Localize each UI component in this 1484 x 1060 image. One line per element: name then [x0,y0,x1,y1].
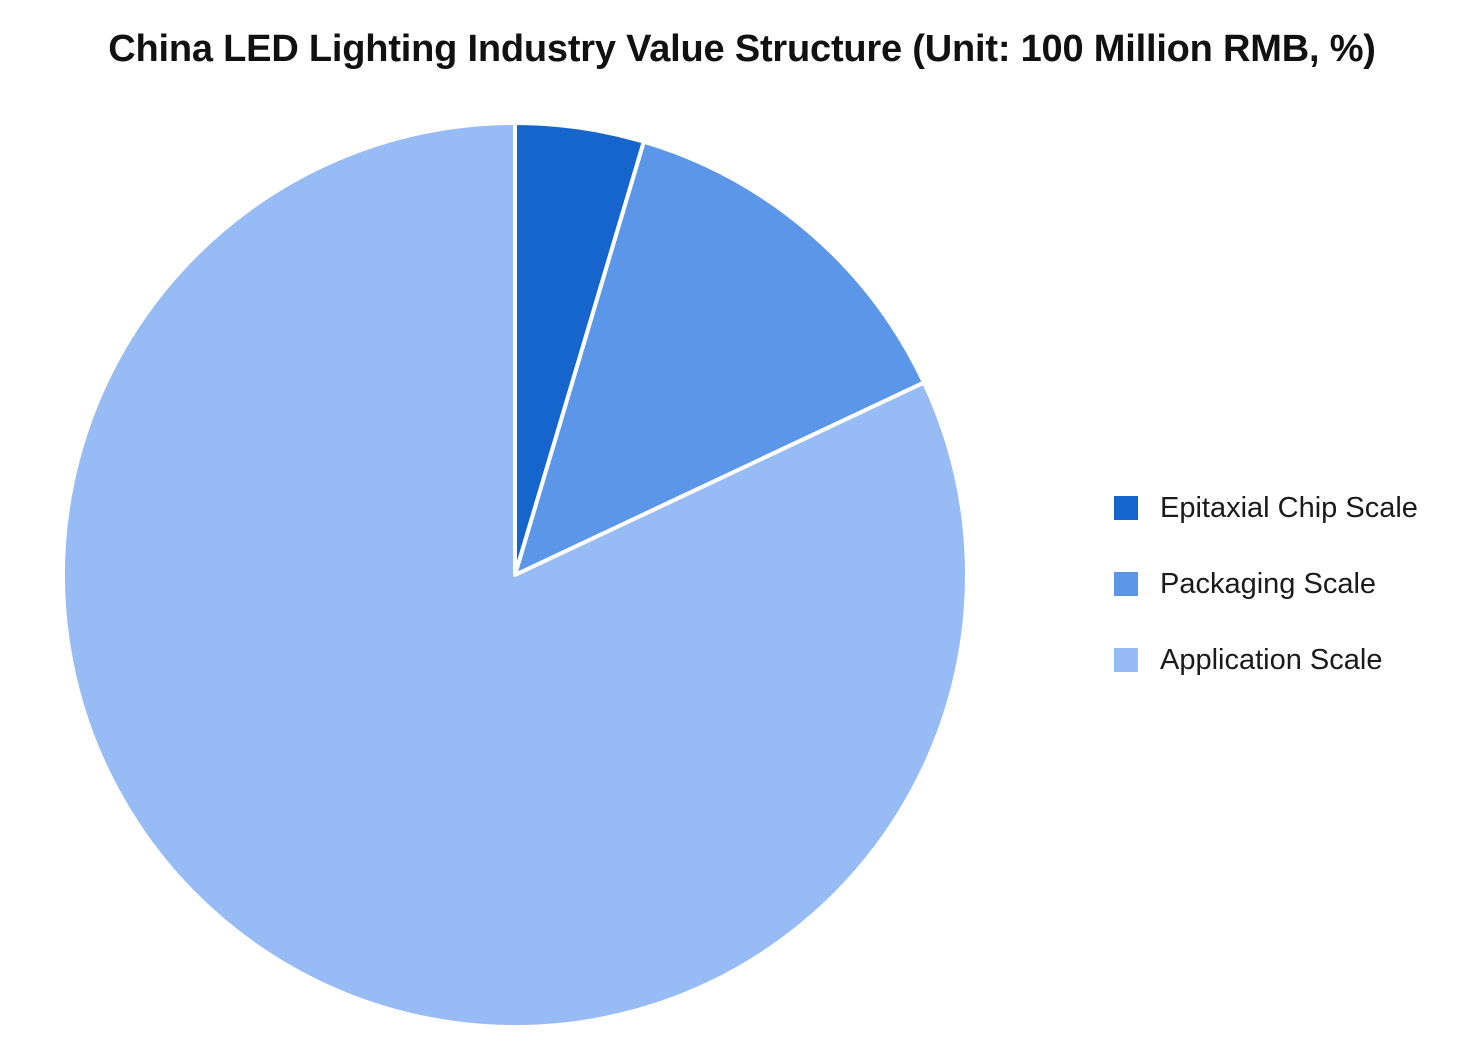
legend-label-epitaxial-chip: Epitaxial Chip Scale [1160,491,1418,524]
legend-item-packaging: Packaging Scale [1114,546,1418,622]
legend-swatch-packaging [1114,572,1138,596]
chart-title: China LED Lighting Industry Value Struct… [108,28,1376,70]
pie-slice-packaging [513,139,926,577]
legend-label-packaging: Packaging Scale [1160,567,1377,600]
legend-item-epitaxial-chip: Epitaxial Chip Scale [1114,470,1418,546]
legend-swatch-epitaxial-chip [1114,496,1138,520]
pie-slice-application [61,121,969,1029]
legend-item-application: Application Scale [1114,622,1418,698]
legend-swatch-application [1114,648,1138,672]
legend: Epitaxial Chip Scale Packaging Scale App… [1114,470,1418,698]
legend-label-application: Application Scale [1160,643,1383,676]
pie-slices [61,121,969,1029]
